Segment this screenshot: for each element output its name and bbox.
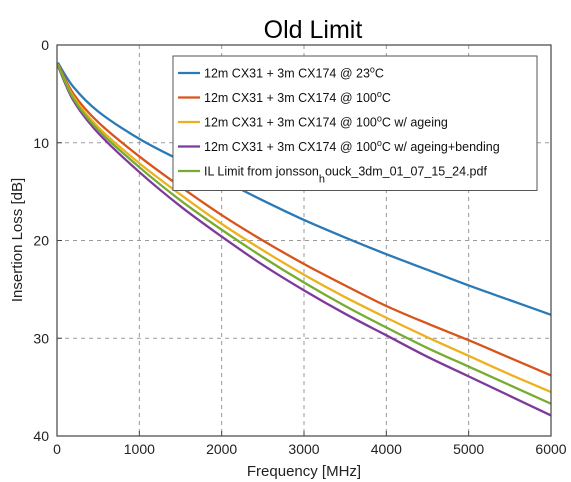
- series-line-1: [56, 61, 552, 316]
- legend-entry-3: 12m CX31 + 3m CX174 @ 100oC w/ ageing: [204, 114, 448, 130]
- chart-title: Old Limit: [264, 16, 363, 44]
- axis-ticks: 0 1000 2000 3000 4000 5000 6000 0 10 20 30 40: [33, 37, 566, 457]
- x-tick-label: 3000: [288, 441, 319, 457]
- x-tick-label: 4000: [371, 441, 402, 457]
- legend-entry-4: 12m CX31 + 3m CX174 @ 100oC w/ ageing+be…: [204, 138, 500, 154]
- y-axis-label: Insertion Loss [dB]: [9, 178, 26, 302]
- legend-entry-5: IL Limit from jonssonhouck_3dm_01_07_15_…: [204, 165, 487, 186]
- legend-entry-1: 12m CX31 + 3m CX174 @ 23oC: [204, 65, 384, 81]
- series-line-3: [56, 64, 552, 394]
- x-tick-label: 1000: [124, 441, 155, 457]
- series-line-5: [56, 64, 552, 405]
- x-tick-label: 6000: [535, 441, 566, 457]
- series-lines: [56, 61, 552, 417]
- x-tick-label: 2000: [206, 441, 237, 457]
- y-tick-label: 20: [33, 233, 49, 249]
- legend: 12m CX31 + 3m CX174 @ 23oC 12m CX31 + 3m …: [172, 55, 538, 191]
- y-tick-label: 30: [33, 330, 49, 346]
- x-tick-label: 0: [53, 441, 61, 457]
- legend-entry-2: 12m CX31 + 3m CX174 @ 100oC: [204, 89, 391, 105]
- x-tick-label: 5000: [453, 441, 484, 457]
- x-axis-label: Frequency [MHz]: [247, 463, 361, 480]
- series-line-2: [56, 63, 552, 377]
- y-tick-label: 10: [33, 135, 49, 151]
- legend-box: [172, 55, 538, 191]
- y-tick-label: 0: [41, 37, 49, 53]
- series-line-4: [56, 65, 552, 417]
- y-tick-label: 40: [33, 428, 49, 444]
